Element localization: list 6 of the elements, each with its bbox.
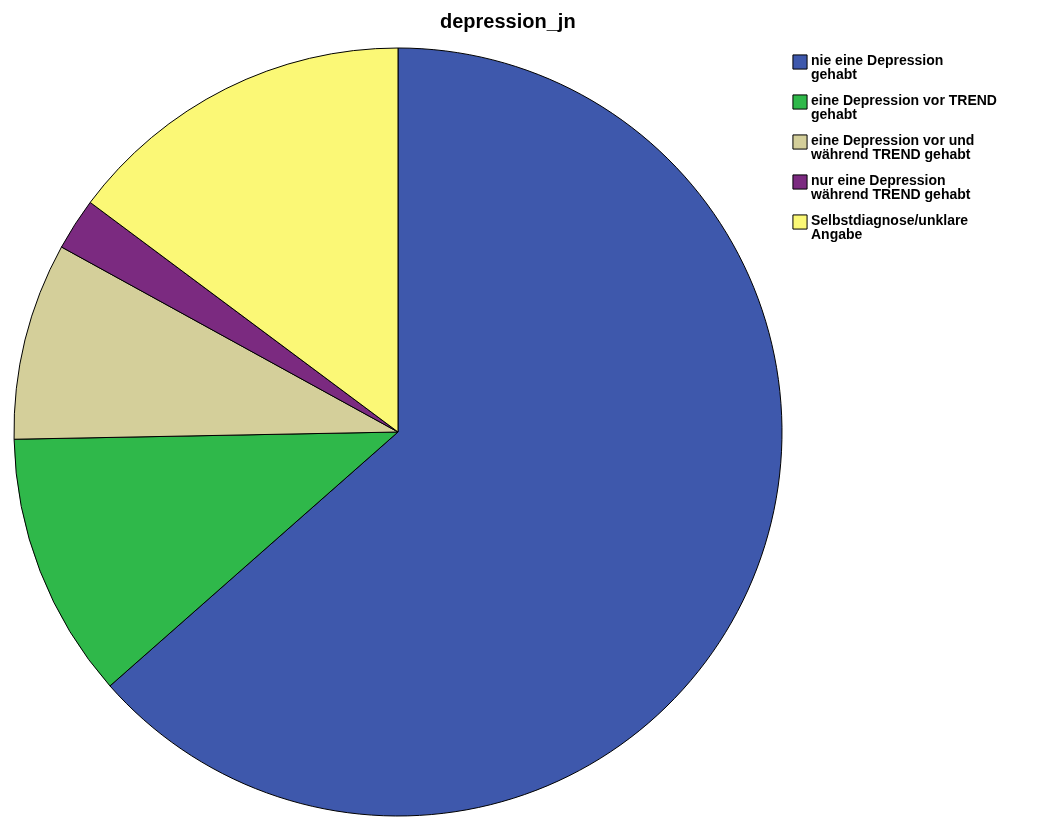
chart-title: depression_jn bbox=[440, 10, 576, 32]
legend-label: nur eine Depression während TREND gehabt bbox=[810, 172, 971, 202]
legend-label: nie eine Depression gehabt bbox=[811, 52, 944, 82]
legend-label: eine Depression vor TREND gehabt bbox=[811, 92, 997, 122]
legend-label: Selbstdiagnose/unklare Angabe bbox=[811, 212, 969, 242]
legend-label: eine Depression vor und während TREND gehabt bbox=[810, 132, 975, 162]
